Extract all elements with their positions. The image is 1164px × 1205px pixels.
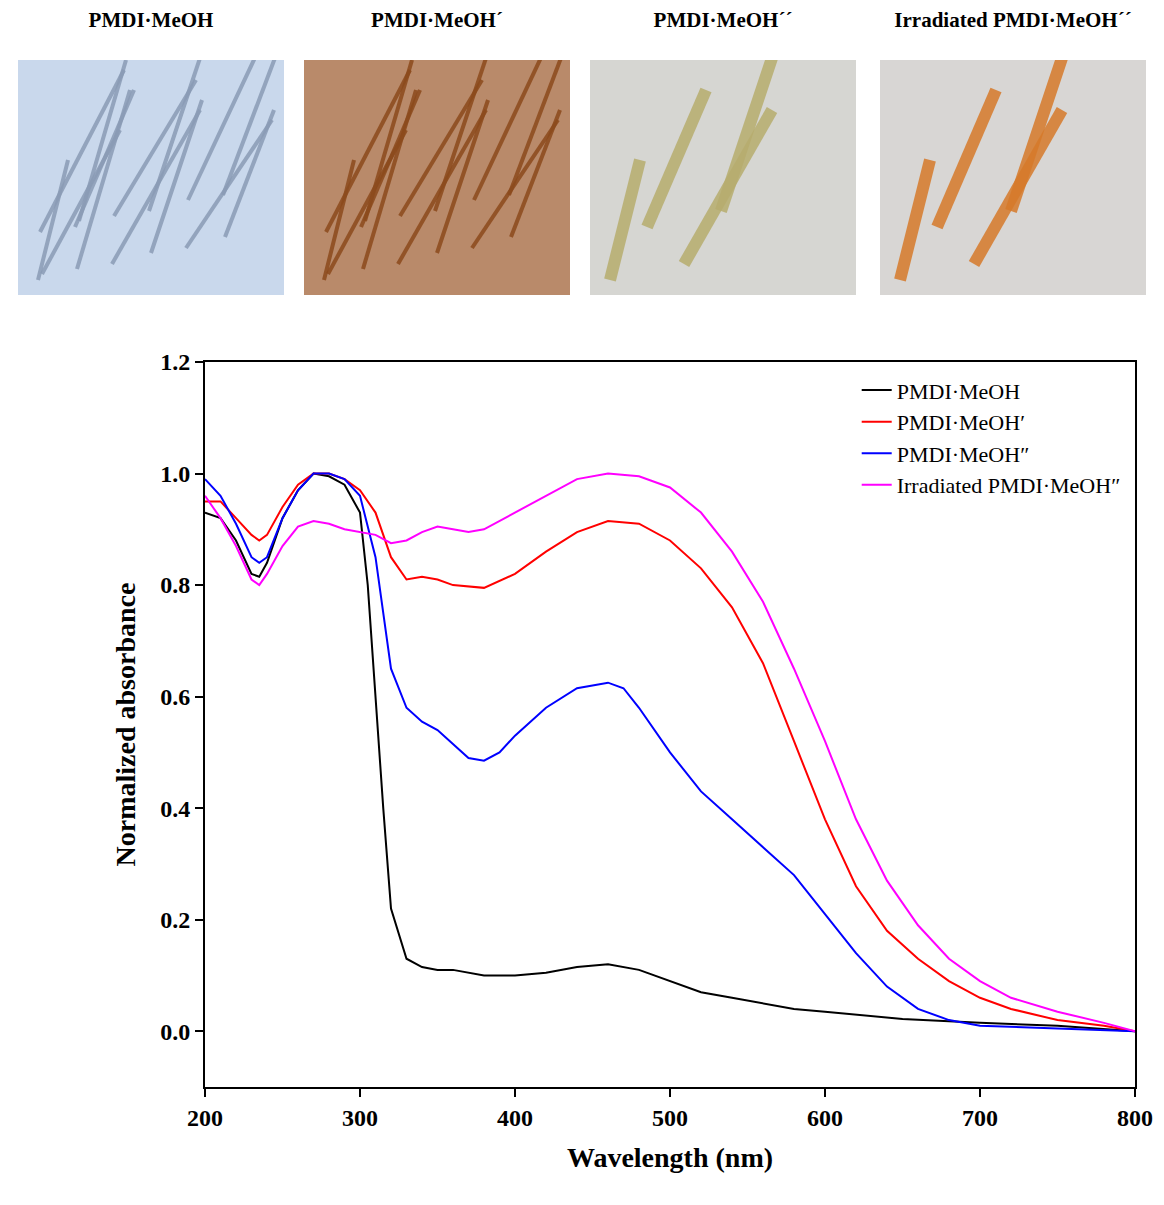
svg-text:0.8: 0.8 <box>160 572 190 598</box>
svg-text:800: 800 <box>1117 1105 1153 1131</box>
html-text:Irradiated PMDI·MeOH´´: Irradiated PMDI·MeOH´´ <box>894 8 1132 32</box>
svg-text:700: 700 <box>962 1105 998 1131</box>
svg-text:0.0: 0.0 <box>160 1019 190 1045</box>
svg-text:1.2: 1.2 <box>160 349 190 375</box>
svg-text:400: 400 <box>497 1105 533 1131</box>
svg-text:0.4: 0.4 <box>160 796 190 822</box>
html-text:PMDI·MeOH´´: PMDI·MeOH´´ <box>653 8 793 32</box>
svg-text:0.6: 0.6 <box>160 684 190 710</box>
svg-text:200: 200 <box>187 1105 223 1131</box>
svg-text:500: 500 <box>652 1105 688 1131</box>
svg-text:300: 300 <box>342 1105 378 1131</box>
svg-text:Normalized absorbance: Normalized absorbance <box>110 583 141 867</box>
svg-text:0.2: 0.2 <box>160 907 190 933</box>
svg-text:PMDI·MeOH: PMDI·MeOH <box>897 379 1021 404</box>
svg-text:600: 600 <box>807 1105 843 1131</box>
html-text:PMDI·MeOH´: PMDI·MeOH´ <box>371 8 503 32</box>
svg-text:PMDI·MeOH″: PMDI·MeOH″ <box>897 442 1030 467</box>
svg-text:Wavelength (nm): Wavelength (nm) <box>567 1142 773 1173</box>
html-text:PMDI·MeOH: PMDI·MeOH <box>88 8 214 32</box>
svg-text:Irradiated PMDI·MeOH″: Irradiated PMDI·MeOH″ <box>897 473 1121 498</box>
svg-text:PMDI·MeOH′: PMDI·MeOH′ <box>897 410 1025 435</box>
svg-text:1.0: 1.0 <box>160 461 190 487</box>
